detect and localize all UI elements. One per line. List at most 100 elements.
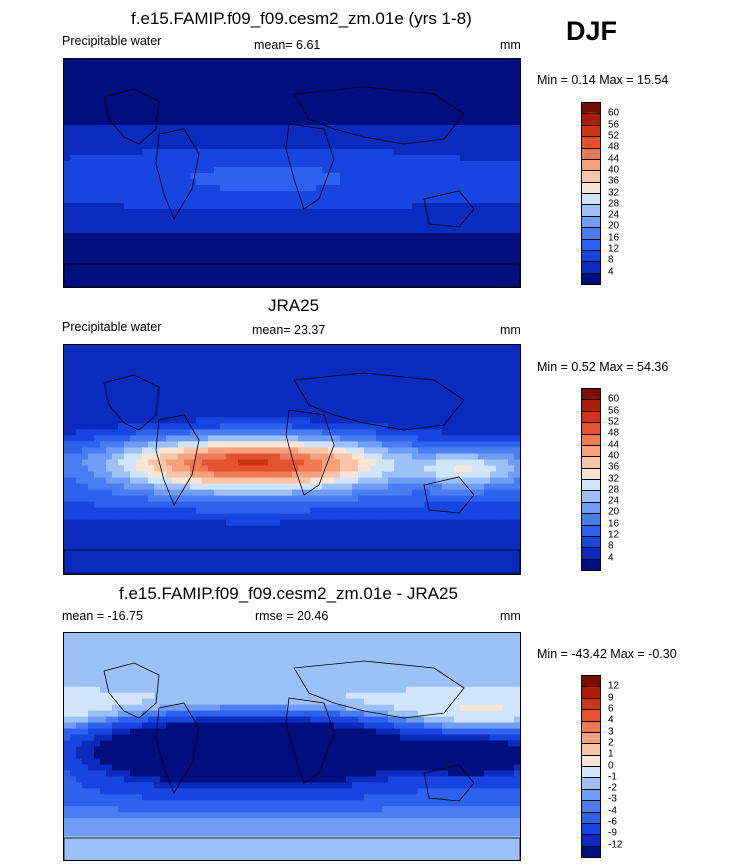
map-cell <box>328 209 335 216</box>
map-cell <box>406 101 413 108</box>
map-cell <box>292 245 299 252</box>
map-cell <box>310 101 317 108</box>
map-cell <box>376 275 383 282</box>
map-cell <box>502 345 509 352</box>
map-cell <box>202 89 209 96</box>
map-cell <box>94 113 101 120</box>
map-cell <box>262 107 269 114</box>
map-cell <box>124 441 131 449</box>
map-cell <box>100 83 107 90</box>
map-cell <box>382 387 389 394</box>
map-cell <box>184 59 191 66</box>
map-cell <box>466 191 473 198</box>
map-cell <box>106 447 113 455</box>
map-cell <box>148 411 155 418</box>
map-cell <box>382 381 389 388</box>
map-cell <box>400 173 407 180</box>
map-cell <box>214 257 221 264</box>
map-cell <box>208 263 215 270</box>
map-cell <box>76 453 83 461</box>
map-cell <box>388 357 395 364</box>
map-cell <box>262 191 269 198</box>
map-cell <box>112 107 119 114</box>
map-cell <box>220 483 227 491</box>
map-cell <box>118 495 125 503</box>
map-cell <box>76 185 83 192</box>
map-cell <box>106 185 113 192</box>
map-cell <box>136 465 143 473</box>
map-cell <box>202 423 209 430</box>
map-cell <box>292 197 299 204</box>
map-cell <box>136 137 143 144</box>
map-cell <box>484 453 491 461</box>
map-cell <box>130 119 137 126</box>
map-cell <box>340 387 347 394</box>
map-cell <box>298 95 305 102</box>
map-cell <box>154 125 161 132</box>
map-cell <box>178 221 185 228</box>
map-cell <box>400 441 407 449</box>
map-cell <box>166 155 173 162</box>
map-cell <box>70 369 77 376</box>
map-cell <box>430 501 437 509</box>
map-cell <box>514 101 520 108</box>
map-cell <box>346 71 353 78</box>
map-cell <box>70 459 77 467</box>
map-cell <box>196 143 203 150</box>
map-cell <box>292 441 299 449</box>
map-cell <box>466 351 473 358</box>
map-cell <box>286 77 293 84</box>
map-cell <box>310 59 317 66</box>
map-cell <box>238 173 245 180</box>
map-cell <box>154 197 161 204</box>
map-cell <box>382 263 389 270</box>
map-cell <box>460 101 467 108</box>
map-cell <box>184 471 191 479</box>
map-cell <box>190 83 197 90</box>
map-cell <box>130 227 137 234</box>
map-cell <box>100 113 107 120</box>
map-cell <box>340 221 347 228</box>
map-cell <box>214 471 221 479</box>
map-cell <box>370 381 377 388</box>
map-cell <box>136 179 143 186</box>
map-cell <box>448 245 455 252</box>
map-cell <box>238 281 245 287</box>
map-cell <box>178 351 185 358</box>
map-cell <box>484 185 491 192</box>
map-cell <box>424 459 431 467</box>
map-cell <box>448 143 455 150</box>
map-cell <box>436 263 443 270</box>
map-cell <box>358 489 365 497</box>
panel-2-minmax-label: Min = 0.52 Max = 54.36 <box>537 360 669 374</box>
map-cell <box>352 429 359 436</box>
map-cell <box>454 245 461 252</box>
map-cell <box>508 263 515 270</box>
map-cell <box>298 71 305 78</box>
map-cell <box>238 375 245 382</box>
map-cell <box>502 59 509 66</box>
map-cell <box>196 281 203 287</box>
map-cell <box>406 221 413 228</box>
map-cell <box>394 257 401 264</box>
map-cell <box>118 77 125 84</box>
map-cell <box>454 209 461 216</box>
map-cell <box>154 447 161 455</box>
map-cell <box>64 269 71 276</box>
map-cell <box>130 215 137 222</box>
map-cell <box>310 239 317 246</box>
map-cell <box>196 89 203 96</box>
map-cell <box>484 257 491 264</box>
map-cell <box>214 89 221 96</box>
map-cell <box>478 161 485 168</box>
map-cell <box>334 167 341 174</box>
map-cell <box>340 101 347 108</box>
map-cell <box>118 197 125 204</box>
map-cell <box>340 459 347 467</box>
map-cell <box>424 441 431 449</box>
map-cell <box>406 257 413 264</box>
map-cell <box>364 501 371 509</box>
map-cell <box>160 101 167 108</box>
map-cell <box>244 489 251 497</box>
map-cell <box>340 351 347 358</box>
